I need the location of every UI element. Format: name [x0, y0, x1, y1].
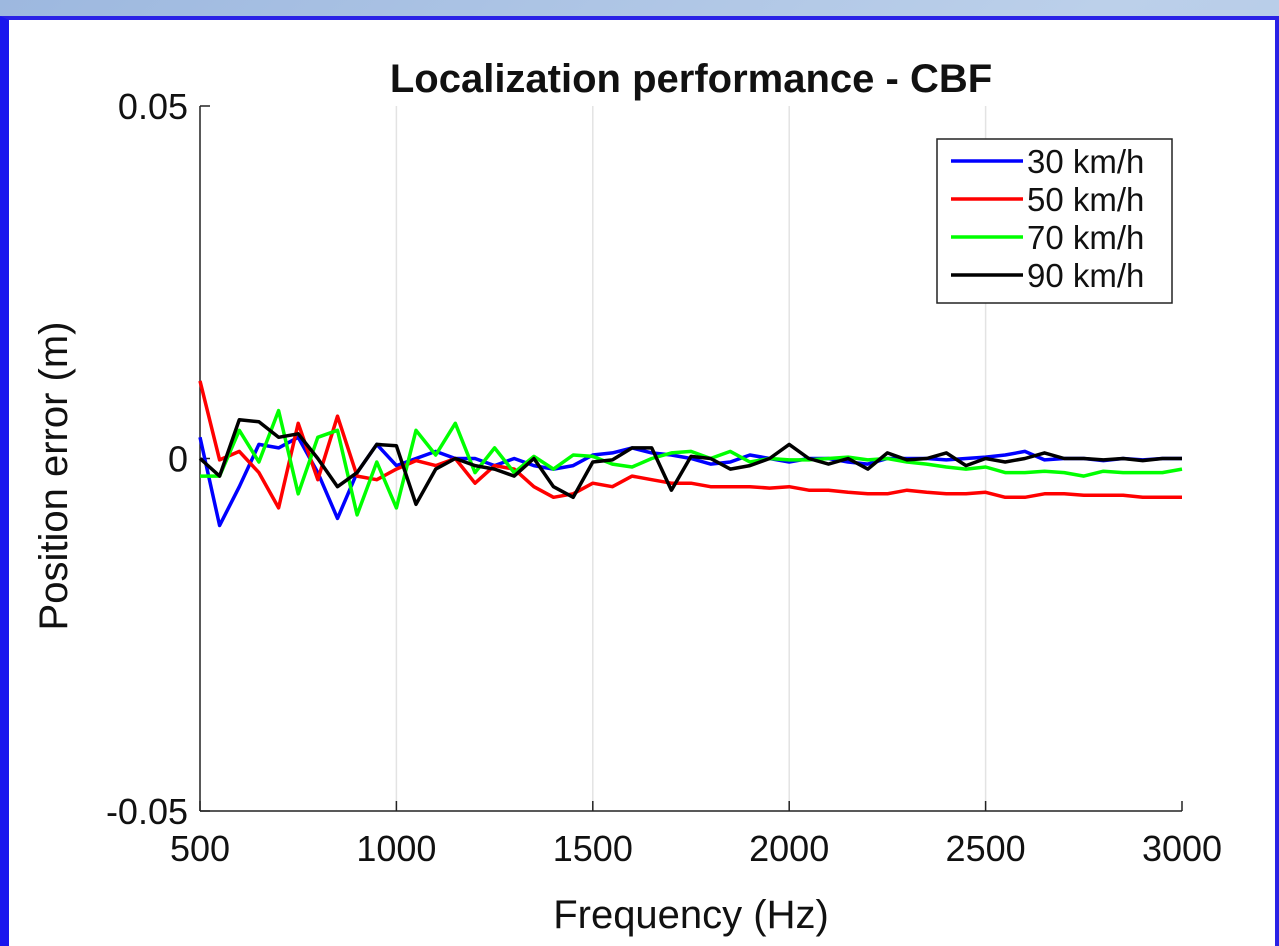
series-line-90-kmh: [198, 417, 1182, 507]
x-tick-label: 3000: [1142, 828, 1222, 869]
y-tick-label: 0: [168, 439, 188, 480]
legend-label: 30 km/h: [1027, 143, 1144, 180]
x-tick-label: 500: [170, 828, 230, 869]
y-axis-label: Position error (m): [32, 322, 76, 631]
series-layer: [198, 380, 1183, 528]
axes-layer: 500 1000 1500 2000 2500 3000 -0.05 0 0.05: [106, 86, 1222, 869]
chart-title: Localization performance - CBF: [390, 57, 992, 101]
x-axis-label: Frequency (Hz): [553, 893, 829, 937]
y-tick-label: 0.05: [118, 86, 188, 127]
figure-window: 500 1000 1500 2000 2500 3000 -0.05 0 0.05 30 km/…: [0, 16, 1279, 946]
legend-label: 90 km/h: [1027, 257, 1144, 294]
legend-label: 70 km/h: [1027, 219, 1144, 256]
chart: 500 1000 1500 2000 2500 3000 -0.05 0 0.05 30 km/…: [32, 57, 1222, 937]
x-tick-label: 2500: [946, 828, 1026, 869]
x-tick-label: 1000: [356, 828, 436, 869]
y-tick-label: -0.05: [106, 791, 188, 832]
x-tick-label: 1500: [553, 828, 633, 869]
series-line-70-kmh: [200, 408, 1183, 517]
legend: 30 km/h50 km/h70 km/h90 km/h: [936, 138, 1173, 304]
legend-label: 50 km/h: [1027, 181, 1144, 218]
series-line-50-kmh: [198, 380, 1182, 510]
x-tick-label: 2000: [749, 828, 829, 869]
